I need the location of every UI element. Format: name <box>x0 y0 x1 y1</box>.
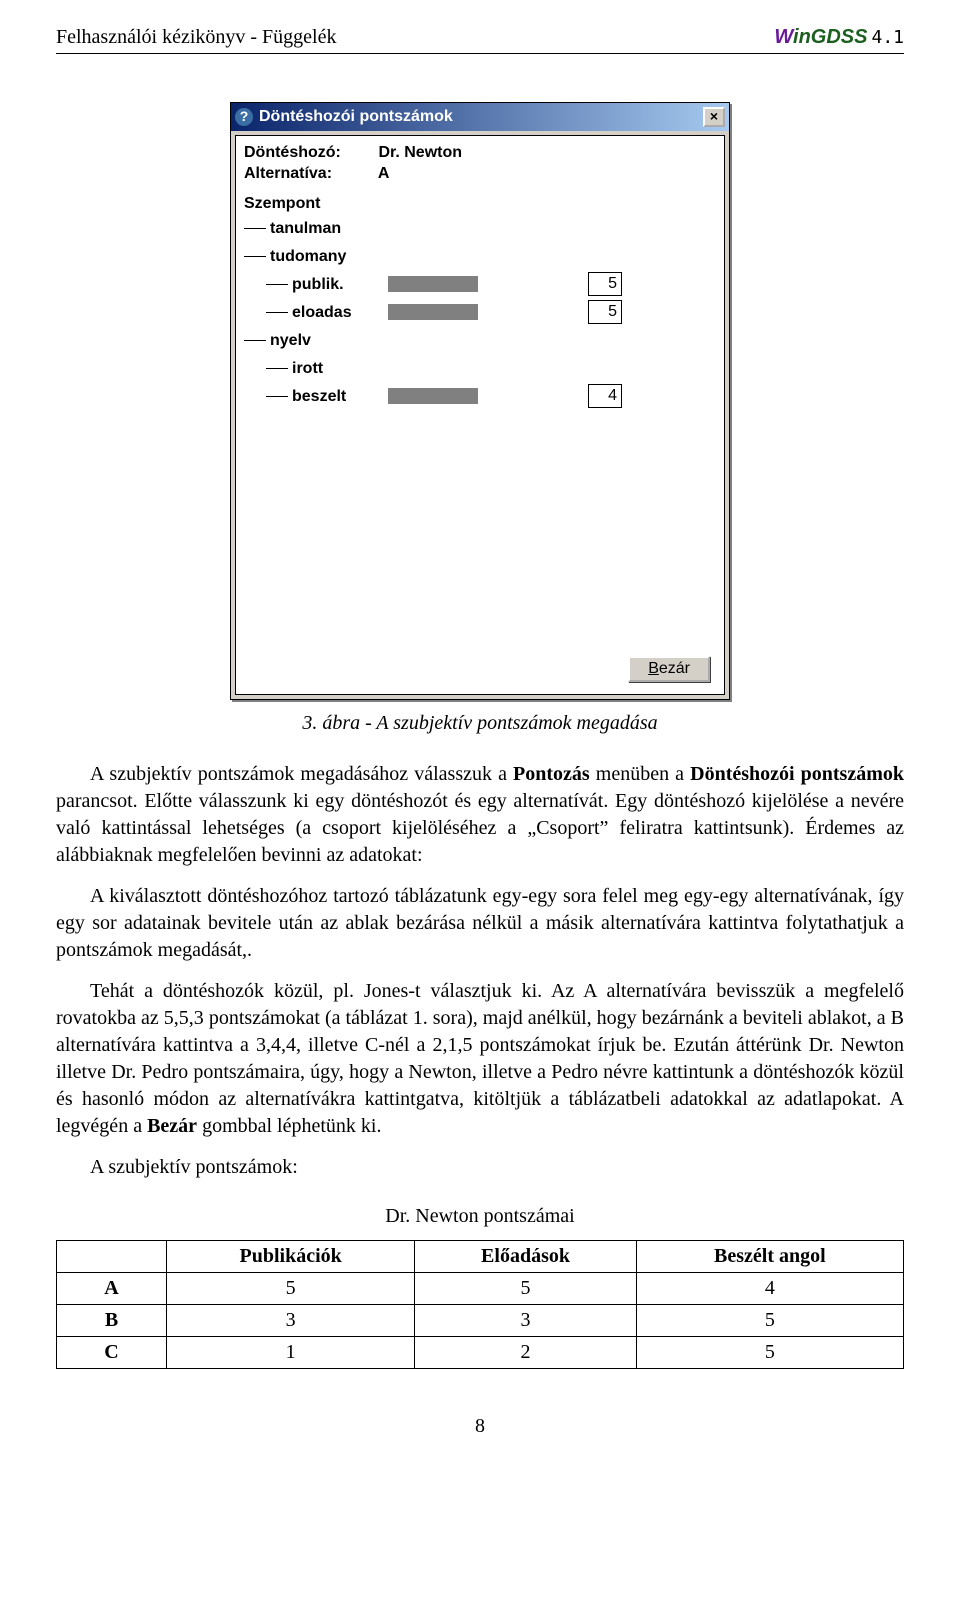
scores-table: PublikációkElőadásokBeszélt angol A554B3… <box>56 1240 904 1369</box>
close-icon[interactable]: × <box>703 107 725 127</box>
logo-rest: inGDSS <box>793 26 867 48</box>
alt-row: Alternatíva: A <box>244 163 716 185</box>
table-row: B335 <box>57 1304 904 1336</box>
close-button[interactable]: Bezár <box>628 656 710 682</box>
value-bar <box>388 304 478 320</box>
table-row-header: B <box>57 1304 167 1336</box>
table-cell: 2 <box>415 1336 636 1368</box>
tree-row: beszelt 4 <box>244 382 716 410</box>
tree-row: tanulman <box>244 214 716 242</box>
scores-dialog: ? Döntéshozói pontszámok × Döntéshozó: D… <box>230 102 730 700</box>
tree-connector <box>266 312 288 313</box>
page-header: Felhasználói kézikönyv - Függelék WinGDS… <box>56 24 904 54</box>
value-bar <box>388 388 478 404</box>
tree-connector <box>266 368 288 369</box>
table-cell: 5 <box>636 1336 903 1368</box>
table-cell: 4 <box>636 1272 903 1304</box>
paragraph-2: A kiválasztott döntéshozóhoz tartozó táb… <box>56 883 904 964</box>
table-cell: 5 <box>636 1304 903 1336</box>
table-row: C125 <box>57 1336 904 1368</box>
logo-version: 4.1 <box>871 27 904 48</box>
tree-row: nyelv <box>244 326 716 354</box>
table-col-header: Beszélt angol <box>636 1240 903 1272</box>
tree-row: irott <box>244 354 716 382</box>
alt-label: Alternatíva: <box>244 163 374 185</box>
figure-caption: 3. ábra - A szubjektív pontszámok megadá… <box>56 710 904 737</box>
tree-row: tudomany <box>244 242 716 270</box>
tree-label: publik. <box>292 274 382 296</box>
tree-connector <box>266 284 288 285</box>
tree-label: irott <box>292 358 382 380</box>
paragraph-1: A szubjektív pontszámok megadásához vála… <box>56 761 904 869</box>
paragraph-4: A szubjektív pontszámok: <box>56 1154 904 1181</box>
table-row-header: A <box>57 1272 167 1304</box>
dialog-body: Döntéshozó: Dr. Newton Alternatíva: A Sz… <box>235 135 725 695</box>
tree-label: beszelt <box>292 386 382 408</box>
table-row: A554 <box>57 1272 904 1304</box>
logo-w: W <box>774 26 793 48</box>
table-caption: Dr. Newton pontszámai <box>56 1203 904 1230</box>
table-corner <box>57 1240 167 1272</box>
table-cell: 1 <box>167 1336 415 1368</box>
alt-value: A <box>378 165 390 182</box>
tree-root: Szempont <box>244 193 716 215</box>
logo: WinGDSS4.1 <box>774 24 904 51</box>
score-input[interactable]: 5 <box>588 272 622 296</box>
tree-label: tanulman <box>270 218 360 240</box>
dialog-title: Döntéshozói pontszámok <box>259 106 703 128</box>
tree-connector <box>244 340 266 341</box>
tree-connector <box>244 256 266 257</box>
table-cell: 3 <box>167 1304 415 1336</box>
table-col-header: Előadások <box>415 1240 636 1272</box>
tree-label: tudomany <box>270 246 360 268</box>
page-number: 8 <box>56 1413 904 1440</box>
tree-label: nyelv <box>270 330 360 352</box>
dm-value: Dr. Newton <box>378 144 462 161</box>
value-bar <box>388 276 478 292</box>
tree-row: eloadas 5 <box>244 298 716 326</box>
tree-row: publik. 5 <box>244 270 716 298</box>
paragraph-3: Tehát a döntéshozók közül, pl. Jones-t v… <box>56 978 904 1140</box>
score-input[interactable]: 5 <box>588 300 622 324</box>
score-input[interactable]: 4 <box>588 384 622 408</box>
tree-connector <box>244 228 266 229</box>
tree-connector <box>266 396 288 397</box>
help-icon[interactable]: ? <box>235 108 253 126</box>
table-cell: 5 <box>415 1272 636 1304</box>
table-col-header: Publikációk <box>167 1240 415 1272</box>
table-cell: 3 <box>415 1304 636 1336</box>
table-cell: 5 <box>167 1272 415 1304</box>
tree-label: eloadas <box>292 302 382 324</box>
header-left-text: Felhasználói kézikönyv - Függelék <box>56 24 337 51</box>
table-row-header: C <box>57 1336 167 1368</box>
criteria-tree: Szempont tanulmantudomanypublik.5eloadas… <box>244 193 716 411</box>
dm-label: Döntéshozó: <box>244 142 374 164</box>
titlebar: ? Döntéshozói pontszámok × <box>231 103 729 131</box>
dm-row: Döntéshozó: Dr. Newton <box>244 142 716 164</box>
